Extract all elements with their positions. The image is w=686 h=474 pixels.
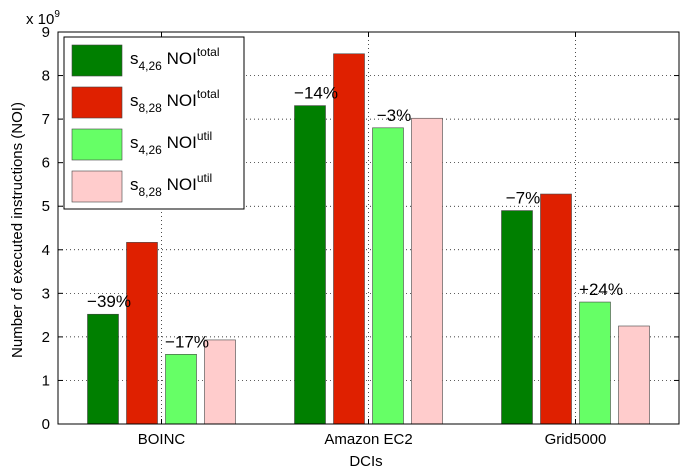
legend-entry: s4,26 NOIutil [130, 129, 212, 157]
legend-swatch [71, 170, 123, 203]
x-tick-label: BOINC [138, 431, 186, 448]
data-annotation: −17% [165, 332, 209, 351]
y-tick-label: 1 [42, 372, 50, 389]
legend-superscript: util [197, 171, 212, 185]
bar [540, 193, 572, 425]
grid-lines [58, 32, 679, 424]
annotations: −39% −17% −14% −3% −7% +24% [87, 84, 623, 352]
x-tick-label: Amazon EC2 [324, 431, 412, 448]
data-annotation: −7% [506, 189, 541, 208]
data-annotation: −14% [294, 84, 338, 103]
legend-base: s [130, 133, 139, 152]
bar [294, 105, 326, 425]
y-multiplier-label: x 109 [26, 9, 60, 28]
legend-swatch [71, 44, 123, 77]
bar [618, 325, 650, 425]
legend-main: NOI [162, 49, 197, 68]
legend-superscript: util [197, 129, 212, 143]
y-tick-label: 7 [42, 111, 50, 128]
bar [501, 210, 533, 425]
legend-superscript: total [197, 87, 220, 101]
bar [126, 242, 158, 425]
y-tick-label: 8 [42, 68, 50, 85]
axes: 0 1 2 3 4 5 6 7 8 9 BOINC Amazon EC2 Grid5000 [42, 24, 679, 448]
legend-subscript: 8,28 [139, 185, 163, 199]
legend-entry: s8,28 NOIutil [130, 171, 212, 199]
y-tick-label: 4 [42, 242, 50, 259]
y-multiplier-exponent: 9 [54, 9, 60, 20]
legend-base: s [130, 49, 139, 68]
y-tick-label: 2 [42, 329, 50, 346]
legend-subscript: 8,28 [139, 101, 163, 115]
y-multiplier-base: x 10 [26, 11, 54, 28]
legend-base: s [130, 91, 139, 110]
bars [87, 53, 650, 425]
bar [204, 339, 236, 425]
y-tick-label: 6 [42, 155, 50, 172]
bar [87, 313, 119, 425]
bar [165, 354, 197, 425]
legend-main: NOI [162, 133, 197, 152]
data-annotation: −3% [377, 106, 412, 125]
legend-base: s [130, 175, 139, 194]
legend-swatch [71, 128, 123, 161]
y-tick-label: 9 [42, 24, 50, 41]
legend-swatch [71, 86, 123, 119]
y-tick-label: 5 [42, 198, 50, 215]
legend-superscript: total [197, 45, 220, 59]
legend-entry: s8,28 NOItotal [130, 87, 220, 115]
bar [411, 117, 443, 425]
data-annotation: −39% [87, 292, 131, 311]
x-tick-label: Grid5000 [545, 431, 607, 448]
bar [333, 53, 365, 425]
y-tick-label: 3 [42, 285, 50, 302]
data-annotation: +24% [579, 280, 623, 299]
legend-entry: s4,26 NOItotal [130, 45, 220, 73]
legend-main: NOI [162, 91, 197, 110]
y-axis-title: Number of executed instructions (NOI) [9, 102, 26, 358]
y-tick-label: 0 [42, 416, 50, 433]
legend-main: NOI [162, 175, 197, 194]
legend-subscript: 4,26 [139, 143, 163, 157]
x-axis-title: DCIs [349, 453, 382, 470]
legend-subscript: 4,26 [139, 59, 163, 73]
bar [372, 127, 404, 425]
bar [579, 301, 611, 425]
